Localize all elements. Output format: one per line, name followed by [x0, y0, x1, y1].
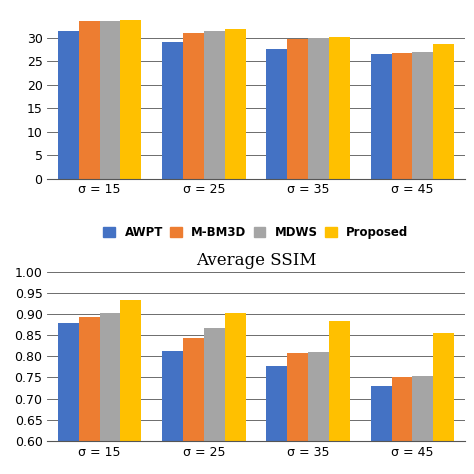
Bar	[308, 37, 329, 179]
Bar	[287, 38, 308, 179]
Bar	[100, 313, 120, 474]
Bar	[371, 386, 392, 474]
Bar	[58, 31, 79, 179]
Title: Average SSIM: Average SSIM	[196, 252, 316, 269]
Bar	[392, 377, 412, 474]
Bar	[308, 352, 329, 474]
Bar	[79, 21, 100, 179]
Bar	[225, 29, 246, 179]
Bar	[287, 353, 308, 474]
Bar	[433, 44, 454, 179]
Bar	[266, 49, 287, 179]
Bar	[329, 36, 350, 179]
Bar	[204, 31, 225, 179]
Legend: AWPT, M-BM3D, MDWS, Proposed: AWPT, M-BM3D, MDWS, Proposed	[99, 221, 413, 244]
Bar	[162, 351, 183, 474]
Bar	[120, 20, 141, 179]
Bar	[183, 338, 204, 474]
Bar	[162, 42, 183, 179]
Bar	[412, 52, 433, 179]
Bar	[392, 53, 412, 179]
Bar	[100, 21, 120, 179]
Bar	[266, 366, 287, 474]
Bar	[433, 333, 454, 474]
Bar	[329, 321, 350, 474]
Bar	[225, 313, 246, 474]
Bar	[204, 328, 225, 474]
Bar	[120, 300, 141, 474]
Bar	[58, 323, 79, 474]
Bar	[183, 33, 204, 179]
Bar	[412, 376, 433, 474]
Bar	[371, 54, 392, 179]
Bar	[79, 317, 100, 474]
